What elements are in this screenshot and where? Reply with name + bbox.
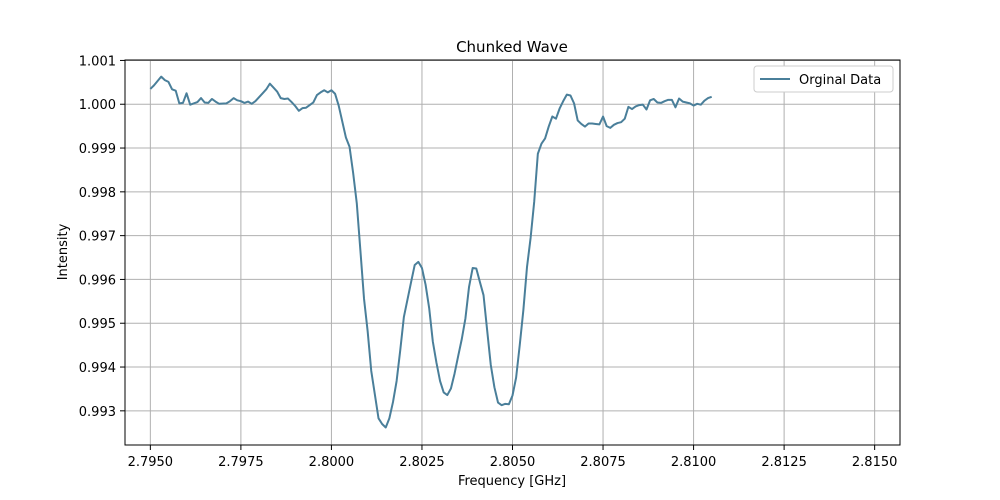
y-tick-label: 1.001: [79, 54, 116, 69]
x-tick-label: 2.8000: [309, 455, 355, 470]
series-layer: [149, 75, 713, 429]
tick-layer: 2.7950 2.7975 2.8000 2.8025 2.8050 2.8075 2.81…: [79, 54, 898, 470]
x-axis-label: Frequency [GHz]: [458, 474, 566, 489]
x-tick-label: 2.8075: [580, 455, 626, 470]
y-tick-label: 0.999: [79, 142, 116, 157]
y-tick-label: 0.996: [79, 273, 116, 288]
y-tick-label: 0.995: [79, 317, 116, 332]
grid-layer: [125, 59, 900, 445]
y-tick-label: 0.998: [79, 186, 116, 201]
y-axis-label: Intensity: [56, 223, 71, 280]
y-tick-label: 0.997: [79, 230, 116, 245]
x-tick-label: 2.8050: [490, 455, 536, 470]
x-tick-label: 2.7975: [218, 455, 264, 470]
y-tick-label: 1.000: [79, 98, 116, 113]
legend-label: Orginal Data: [799, 73, 881, 88]
x-tick-label: 2.8025: [399, 455, 445, 470]
x-tick-label: 2.8150: [852, 455, 898, 470]
x-tick-label: 2.8100: [671, 455, 717, 470]
series-line-orginal-data: [149, 75, 713, 429]
x-tick-label: 2.7950: [128, 455, 174, 470]
chart-title: Chunked Wave: [456, 38, 568, 56]
legend: Orginal Data: [753, 65, 894, 93]
legend-box: [753, 65, 894, 93]
x-tick-label: 2.8125: [761, 455, 807, 470]
y-tick-label: 0.993: [79, 405, 116, 420]
y-tick-label: 0.994: [79, 361, 116, 376]
